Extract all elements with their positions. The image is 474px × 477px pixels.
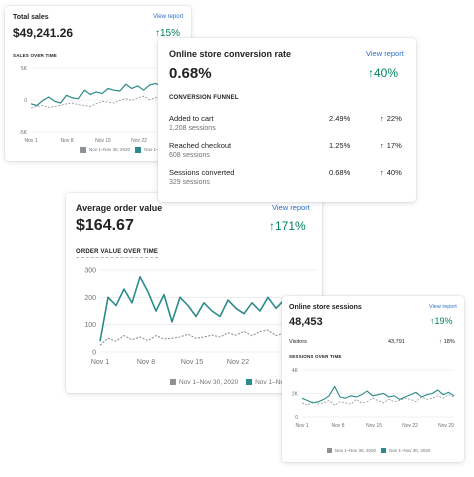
funnel-sessions: 608 sessions [169, 152, 210, 159]
total-sales-view-report-link[interactable]: View report [153, 14, 184, 20]
x-tick-label: Nov 22 [402, 423, 418, 429]
arrow-up-icon: ↑ [368, 66, 374, 80]
sales-legend: Nov 1–Nov 30, 2020 Nov 1–No [80, 147, 164, 153]
arrow-up-icon: ↑ [155, 28, 160, 39]
funnel-change: ↑ 22% [380, 114, 402, 123]
funnel-change: ↑ 17% [380, 141, 402, 150]
aov-value: $164.67 [76, 217, 134, 234]
x-tick-label: Nov 1 [24, 138, 37, 144]
sessions-view-report-link[interactable]: View report [429, 304, 457, 310]
conversion-card: Online store conversion rate View report… [158, 38, 416, 202]
aov-title: Average order value [76, 203, 163, 213]
aov-card: Average order value View report $164.67 … [66, 193, 322, 393]
visitors-label: Visitors [289, 339, 307, 345]
arrow-up-icon: ↑ [380, 114, 384, 123]
aov-change: ↑171% [269, 219, 306, 233]
conversion-change: ↑40% [368, 66, 399, 80]
sessions-change: ↑19% [430, 316, 453, 326]
sessions-legend: Nov 1–Nov 30, 2020 Nov 1–Nov 30, 2020 [327, 448, 430, 454]
series-line-previous [301, 394, 455, 406]
arrow-up-icon: ↑ [439, 339, 442, 345]
x-tick-label: Nov 15 [181, 359, 203, 366]
funnel-label: Added to cart [169, 114, 214, 123]
funnel-label: Reached checkout [169, 141, 232, 150]
visitors-change: ↑ 18% [439, 339, 455, 345]
x-tick-label: Nov 8 [331, 423, 344, 429]
conversion-title: Online store conversion rate [169, 49, 292, 59]
arrow-up-icon: ↑ [430, 316, 435, 326]
x-tick-label: Nov 1 [91, 359, 109, 366]
y-tick-label: -5K [19, 130, 27, 136]
conversion-funnel-title: CONVERSION FUNNEL [169, 95, 239, 101]
y-tick-label: 5K [21, 66, 28, 72]
total-sales-title: Total sales [13, 14, 49, 21]
y-tick-label: 300 [84, 267, 96, 274]
funnel-rate: 0.68% [329, 168, 351, 177]
funnel-row-sessions-converted: Sessions converted 329 sessions 0.68% ↑ 4… [169, 168, 409, 192]
sessions-chart-title: SESSIONS OVER TIME [289, 354, 342, 359]
y-tick-label: 2K [292, 391, 299, 397]
series-line-current [301, 385, 455, 404]
legend-item-previous: Nov 1–Nov 30, 2020 [170, 379, 238, 386]
y-tick-label: 4K [292, 368, 299, 374]
y-tick-label: 0 [92, 349, 96, 356]
aov-view-report-link[interactable]: View report [272, 203, 310, 212]
aov-chart-title: ORDER VALUE OVER TIME [76, 249, 159, 255]
legend-item-previous: Nov 1–Nov 30, 2020 [327, 448, 376, 454]
sales-chart-title: SALES OVER TIME [13, 53, 58, 58]
funnel-rate: 2.49% [329, 114, 351, 123]
funnel-label: Sessions converted [169, 168, 235, 177]
legend-item-current: Nov 1–No [135, 147, 164, 153]
x-tick-label: Nov 15 [95, 138, 111, 144]
sessions-card: Online store sessions View report 48,453… [282, 296, 464, 462]
aov-chart-title-underline [76, 257, 158, 258]
order-value-over-time-chart: 300 200 100 0 Nov 1 Nov 8 Nov 15 Nov 22 [84, 267, 317, 366]
funnel-rate: 1.25% [329, 141, 351, 150]
series-line-previous [99, 328, 317, 346]
conversion-value: 0.68% [169, 65, 212, 82]
legend-item-current: Nov 1–Nov 30, 2020 [381, 448, 430, 454]
funnel-change: ↑ 40% [380, 168, 402, 177]
x-tick-label: Nov 22 [131, 138, 147, 144]
funnel-row-reached-checkout: Reached checkout 608 sessions 1.25% ↑ 17% [169, 141, 409, 165]
y-tick-label: 200 [84, 295, 96, 302]
x-tick-label: Nov 8 [60, 138, 73, 144]
y-tick-label: 100 [84, 322, 96, 329]
y-tick-label: 0 [24, 98, 27, 104]
x-tick-label: Nov 15 [366, 423, 382, 429]
x-tick-label: Nov 29 [438, 423, 454, 429]
sessions-value: 48,453 [289, 316, 323, 328]
arrow-up-icon: ↑ [269, 219, 275, 233]
arrow-up-icon: ↑ [380, 141, 384, 150]
sessions-over-time-chart: 4K 2K 0 Nov 1 Nov 8 Nov 15 Nov 22 Nov 29 [292, 368, 455, 429]
funnel-row-added-to-cart: Added to cart 1,208 sessions 2.49% ↑ 22% [169, 114, 409, 138]
total-sales-change: ↑15% [155, 28, 181, 39]
visitors-value: 43,791 [388, 339, 405, 345]
funnel-sessions: 329 sessions [169, 179, 210, 186]
funnel-sessions: 1,208 sessions [169, 125, 216, 132]
x-tick-label: Nov 22 [227, 359, 249, 366]
sessions-title: Online store sessions [289, 304, 362, 311]
series-line-current [99, 276, 317, 342]
conversion-view-report-link[interactable]: View report [366, 49, 404, 58]
arrow-up-icon: ↑ [380, 168, 384, 177]
x-tick-label: Nov 8 [137, 359, 155, 366]
y-tick-label: 0 [295, 415, 298, 421]
legend-item-previous: Nov 1–Nov 30, 2020 [80, 147, 130, 153]
total-sales-value: $49,241.26 [13, 26, 74, 40]
x-tick-label: Nov 1 [295, 423, 308, 429]
